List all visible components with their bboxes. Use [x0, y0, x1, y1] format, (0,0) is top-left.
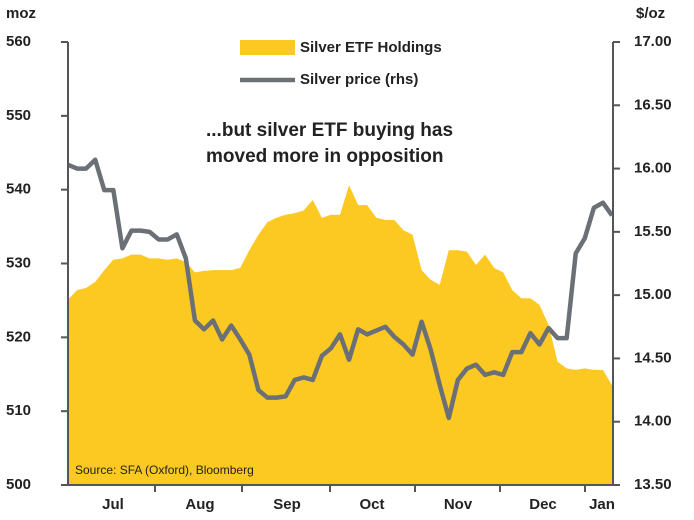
y-tick-label: 500 [6, 476, 31, 493]
y2-tick-label: 16.00 [634, 160, 672, 177]
y-axis-label: moz [6, 5, 36, 22]
x-tick-label: Jul [102, 496, 124, 513]
y2-tick-label: 15.50 [634, 223, 672, 240]
y2-tick-label: 14.50 [634, 349, 672, 366]
y2-tick-label: 13.50 [634, 476, 672, 493]
y-tick-label: 520 [6, 328, 31, 345]
y-tick-label: 550 [6, 107, 31, 124]
annotation: ...but silver ETF buying has [206, 120, 453, 141]
x-tick-label: Dec [529, 496, 557, 513]
line [67, 157, 614, 421]
legend-label: Silver price (rhs) [300, 71, 418, 88]
x-tick-label: Aug [185, 496, 214, 513]
y2-tick-label: 15.00 [634, 286, 672, 303]
y-tick-label: 540 [6, 181, 31, 198]
x-tick-label: Sep [273, 496, 301, 513]
x-tick-label: Jan [589, 496, 615, 513]
y2-tick-label: 16.50 [634, 96, 672, 113]
y-tick-label: 530 [6, 254, 31, 271]
source: Source: SFA (Oxford), Bloomberg [75, 463, 254, 477]
x-tick-label: Oct [359, 496, 384, 513]
x-tick-label: Nov [444, 496, 473, 513]
y2-axis-label: $/oz [636, 5, 665, 22]
y2-tick-label: 17.00 [634, 33, 672, 50]
y-tick-label: 510 [6, 402, 31, 419]
y-tick-label: 560 [6, 33, 31, 50]
annotation: moved more in opposition [206, 146, 444, 167]
y2-tick-label: 14.00 [634, 413, 672, 430]
legend-label: Silver ETF Holdings [300, 39, 442, 56]
legend-swatch [240, 40, 295, 55]
